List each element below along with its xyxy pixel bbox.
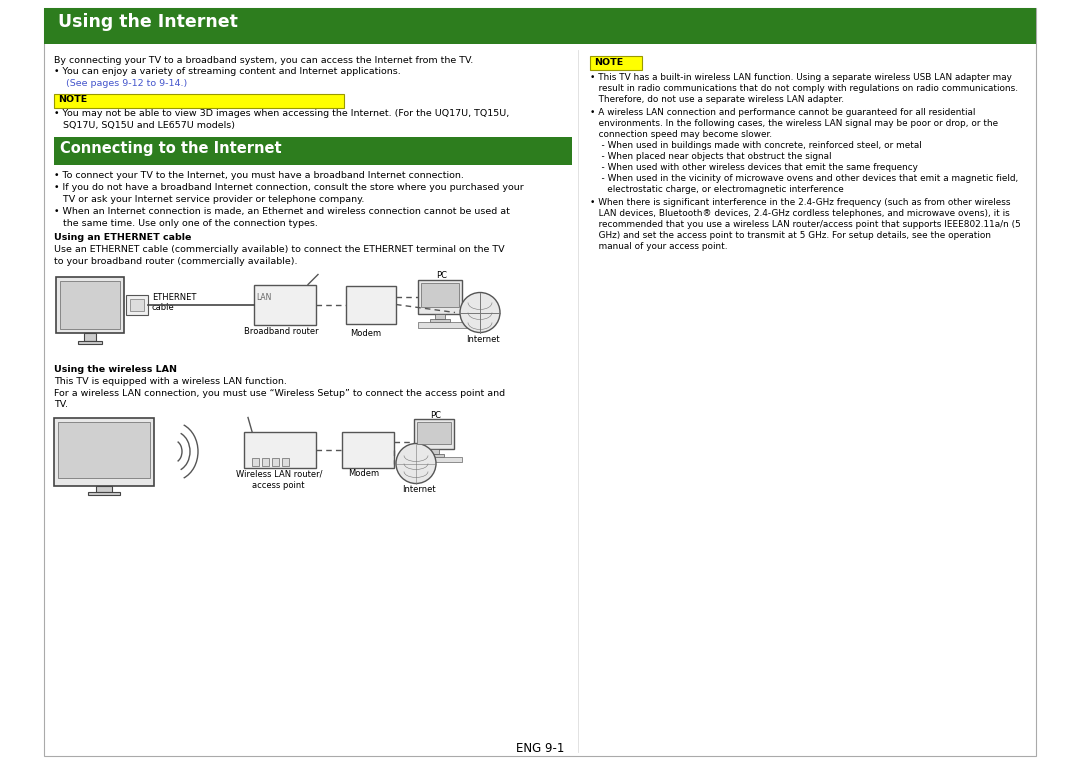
Text: access point: access point	[252, 481, 305, 490]
Text: to your broadband router (commercially available).: to your broadband router (commercially a…	[54, 257, 297, 266]
Bar	[252, 458, 259, 465]
Text: • If you do not have a broadband Internet connection, consult the store where yo: • If you do not have a broadband Interne…	[54, 183, 524, 192]
Bar	[272, 458, 279, 465]
Text: SQ17U, SQ15U and LE657U models): SQ17U, SQ15U and LE657U models)	[54, 121, 235, 130]
Bar	[58, 422, 150, 478]
Text: • You can enjoy a variety of streaming content and Internet applications.: • You can enjoy a variety of streaming c…	[54, 67, 401, 76]
Text: TV or ask your Internet service provider or telephone company.: TV or ask your Internet service provider…	[54, 195, 364, 203]
Text: Using the wireless LAN: Using the wireless LAN	[54, 364, 177, 374]
Bar	[418, 280, 462, 313]
Bar	[346, 286, 396, 323]
Text: PC: PC	[430, 410, 441, 419]
Text: cable: cable	[152, 303, 175, 312]
Bar	[244, 432, 316, 468]
Text: GHz) and set the access point to transmit at 5 GHz. For setup details, see the o: GHz) and set the access point to transmi…	[590, 231, 991, 240]
Text: Therefore, do not use a separate wireless LAN adapter.: Therefore, do not use a separate wireles…	[590, 95, 843, 104]
Bar	[130, 299, 144, 310]
Bar	[96, 485, 112, 491]
Text: recommended that you use a wireless LAN router/access point that supports IEEE80: recommended that you use a wireless LAN …	[590, 220, 1021, 229]
Text: NOTE: NOTE	[58, 96, 87, 105]
Text: Wireless LAN router/: Wireless LAN router/	[237, 470, 323, 478]
Text: connection speed may become slower.: connection speed may become slower.	[590, 130, 772, 139]
Text: • When there is significant interference in the 2.4-GHz frequency (such as from : • When there is significant interference…	[590, 198, 1011, 207]
Bar	[435, 313, 445, 319]
Text: ENG 9-1: ENG 9-1	[516, 742, 564, 755]
Text: This TV is equipped with a wireless LAN function.: This TV is equipped with a wireless LAN …	[54, 377, 287, 386]
Circle shape	[460, 293, 500, 332]
Text: Internet: Internet	[402, 485, 435, 494]
Text: Using the Internet: Using the Internet	[58, 13, 238, 31]
Bar	[342, 432, 394, 468]
Text: Using an ETHERNET cable: Using an ETHERNET cable	[54, 233, 191, 242]
Text: - When used with other wireless devices that emit the same frequency: - When used with other wireless devices …	[590, 163, 918, 172]
Text: Modem: Modem	[348, 470, 379, 478]
Text: electrostatic charge, or electromagnetic interference: electrostatic charge, or electromagnetic…	[590, 185, 843, 194]
Bar	[126, 294, 148, 315]
Bar	[424, 454, 444, 457]
Bar	[60, 280, 120, 329]
Bar	[84, 332, 96, 341]
Text: Connecting to the Internet: Connecting to the Internet	[60, 141, 282, 156]
Bar	[429, 448, 438, 454]
Text: the same time. Use only one of the connection types.: the same time. Use only one of the conne…	[54, 219, 318, 228]
Bar	[78, 341, 102, 344]
Bar	[87, 491, 120, 494]
Text: Internet: Internet	[465, 335, 500, 344]
Text: • You may not be able to view 3D images when accessing the Internet. (For the UQ: • You may not be able to view 3D images …	[54, 109, 510, 118]
Text: • When an Internet connection is made, an Ethernet and wireless connection canno: • When an Internet connection is made, a…	[54, 207, 510, 216]
Bar	[262, 458, 269, 465]
Circle shape	[396, 443, 436, 484]
Text: TV.: TV.	[54, 400, 68, 409]
Bar	[590, 56, 642, 70]
Bar	[414, 457, 462, 461]
Text: • A wireless LAN connection and performance cannot be guaranteed for all residen: • A wireless LAN connection and performa…	[590, 108, 975, 117]
Text: Use an ETHERNET cable (commercially available) to connect the ETHERNET terminal : Use an ETHERNET cable (commercially avai…	[54, 245, 504, 254]
Text: PC: PC	[436, 271, 447, 280]
Text: Modem: Modem	[350, 329, 381, 338]
Bar	[54, 137, 572, 164]
Text: By connecting your TV to a broadband system, you can access the Internet from th: By connecting your TV to a broadband sys…	[54, 56, 473, 65]
Bar	[44, 8, 1036, 44]
Bar	[56, 277, 124, 332]
Bar	[417, 422, 451, 443]
Bar	[418, 322, 470, 328]
Text: manual of your access point.: manual of your access point.	[590, 242, 728, 251]
Text: • To connect your TV to the Internet, you must have a broadband Internet connect: • To connect your TV to the Internet, yo…	[54, 170, 464, 180]
Text: result in radio communications that do not comply with regulations on radio comm: result in radio communications that do n…	[590, 84, 1018, 93]
Text: LAN devices, Bluetooth® devices, 2.4-GHz cordless telephones, and microwave oven: LAN devices, Bluetooth® devices, 2.4-GHz…	[590, 209, 1010, 218]
Bar	[282, 458, 289, 465]
Text: For a wireless LAN connection, you must use “Wireless Setup” to connect the acce: For a wireless LAN connection, you must …	[54, 389, 505, 397]
Text: Broadband router: Broadband router	[244, 326, 319, 335]
Text: environments. In the following cases, the wireless LAN signal may be poor or dro: environments. In the following cases, th…	[590, 119, 998, 128]
Text: ETHERNET: ETHERNET	[152, 293, 197, 302]
Text: NOTE: NOTE	[594, 58, 623, 67]
Text: LAN: LAN	[256, 293, 271, 302]
Text: (See pages 9-12 to 9-14.): (See pages 9-12 to 9-14.)	[66, 79, 187, 88]
Text: - When used in buildings made with concrete, reinforced steel, or metal: - When used in buildings made with concr…	[590, 141, 921, 150]
Bar	[54, 417, 154, 485]
Bar	[414, 419, 454, 448]
Bar	[254, 284, 316, 325]
Bar	[430, 319, 450, 322]
Bar	[421, 283, 459, 306]
Bar	[54, 93, 345, 108]
Text: - When used in the vicinity of microwave ovens and other devices that emit a mag: - When used in the vicinity of microwave…	[590, 174, 1018, 183]
Text: - When placed near objects that obstruct the signal: - When placed near objects that obstruct…	[590, 152, 832, 161]
Text: • This TV has a built-in wireless LAN function. Using a separate wireless USB LA: • This TV has a built-in wireless LAN fu…	[590, 73, 1012, 82]
